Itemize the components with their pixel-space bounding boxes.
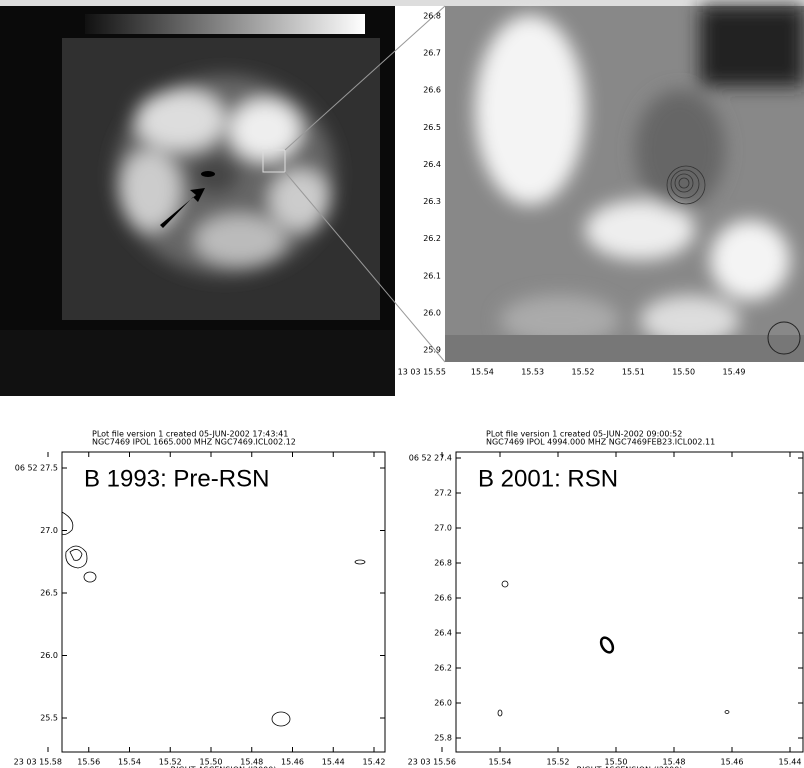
- x-tick-label: 15.50: [200, 758, 223, 767]
- plot-header: PLot file version 1 created 05-JUN-2002 …: [486, 430, 682, 439]
- x-tick-label: 23 03 15.56: [408, 758, 456, 767]
- plot-frame: [455, 451, 804, 753]
- x-tick-label: 15.46: [721, 758, 744, 767]
- y-tick-label: 26.6: [423, 86, 441, 95]
- y-tick-label: 26.2: [423, 234, 441, 243]
- y-tick-label: 06 52 27.5: [15, 464, 58, 473]
- y-tick-label: 06 52 27.4: [409, 454, 452, 463]
- x-axis-label: RIGHT ASCENSION (J2000): [577, 766, 683, 768]
- y-tick-label: 26.0: [40, 651, 58, 660]
- zoom-axes: 26.8 26.7 26.6 26.5 26.4 26.3 26.2 26.1 26.0 25.9…: [398, 12, 746, 377]
- x-tick-label: 13 03 15.55: [398, 368, 446, 377]
- y-tick-label: 25.5: [40, 714, 58, 723]
- y-tick-label: 27.2: [434, 489, 452, 498]
- x-axis-label: RIGHT ASCENSION (J2000): [171, 766, 277, 768]
- y-tick-label: 26.4: [434, 629, 452, 638]
- y-tick-label: 26.8: [434, 559, 452, 568]
- y-tick-label: 26.1: [423, 271, 441, 280]
- y-tick-label: 26.3: [423, 197, 441, 206]
- plot-title: B 1993: Pre-RSN: [84, 465, 269, 492]
- plot-axes: 06 52 27.4 27.2 27.0 26.8 26.6 26.4 26.2 26.0 25…: [408, 430, 803, 768]
- overview-image: [0, 5, 446, 396]
- x-tick-label: 15.52: [159, 758, 182, 767]
- x-tick-label: 15.48: [240, 758, 263, 767]
- x-tick-label: 15.53: [521, 368, 544, 377]
- y-tick-label: 26.0: [434, 699, 452, 708]
- x-tick-label: 15.46: [281, 758, 304, 767]
- contours: [61, 511, 730, 727]
- y-tick-label: 26.5: [40, 589, 58, 598]
- x-tick-label: 15.54: [118, 758, 141, 767]
- top-border: [0, 0, 804, 6]
- y-tick-label: 25.8: [434, 734, 452, 743]
- plot-header: NGC7469 IPOL 1665.000 MHZ NGC7469.ICL002…: [92, 438, 296, 447]
- x-tick-label: 15.49: [723, 368, 746, 377]
- x-tick-label: 15.52: [547, 758, 570, 767]
- x-tick-label: 15.56: [77, 758, 100, 767]
- x-tick-label: 15.50: [672, 368, 695, 377]
- y-tick-label: 27.0: [40, 526, 58, 535]
- x-tick-label: 15.51: [622, 368, 645, 377]
- y-tick-label: 26.7: [423, 49, 441, 58]
- y-tick-label: 26.5: [423, 123, 441, 132]
- x-tick-label: 15.54: [489, 758, 512, 767]
- y-tick-label: 26.6: [434, 594, 452, 603]
- y-tick-label: 27.0: [434, 524, 452, 533]
- x-tick-label: 15.42: [363, 758, 386, 767]
- zoom-image: [445, 6, 804, 362]
- x-tick-label: 23 03 15.58: [14, 758, 62, 767]
- plot-frame: [61, 451, 386, 753]
- y-tick-label: 26.4: [423, 160, 441, 169]
- y-tick-label: 26.0: [423, 308, 441, 317]
- plot-header: NGC7469 IPOL 4994.000 MHZ NGC7469FEB23.I…: [486, 438, 715, 447]
- plot-title: B 2001: RSN: [478, 465, 618, 492]
- y-tick-label: 26.2: [434, 664, 452, 673]
- plot-header: PLot file version 1 created 05-JUN-2002 …: [92, 430, 288, 439]
- x-tick-label: 15.48: [663, 758, 686, 767]
- x-tick-label: 15.54: [471, 368, 494, 377]
- y-tick-label: 26.8: [423, 12, 441, 21]
- x-tick-label: 15.50: [605, 758, 628, 767]
- x-tick-label: 15.52: [572, 368, 595, 377]
- plot-axes: 06 52 27.5 27.0 26.5 26.0 25.5 23 03 15.58 15.…: [14, 430, 386, 768]
- x-tick-label: 15.44: [779, 758, 802, 767]
- y-tick-label: 25.9: [423, 346, 441, 355]
- x-tick-label: 15.44: [322, 758, 345, 767]
